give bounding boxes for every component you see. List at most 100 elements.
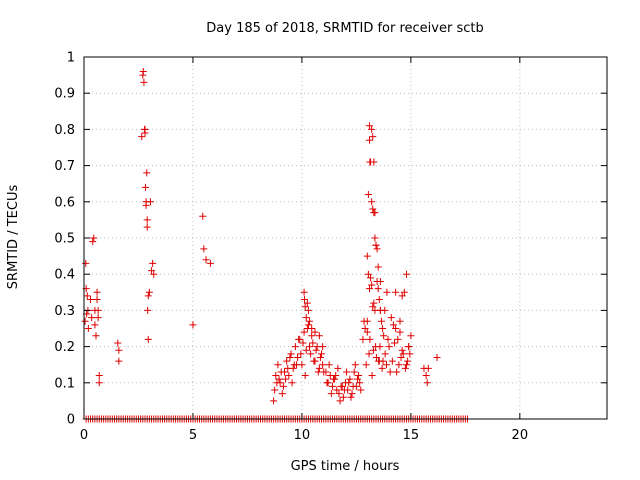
data-point — [275, 375, 283, 383]
data-point — [91, 321, 99, 329]
data-point — [206, 259, 214, 267]
data-point — [272, 372, 280, 380]
data-point — [365, 350, 373, 358]
data-point — [363, 317, 371, 325]
data-point — [334, 364, 342, 372]
data-point — [325, 361, 333, 369]
data-point — [297, 350, 305, 358]
data-point — [369, 133, 377, 141]
data-point — [375, 296, 383, 304]
data-point — [306, 343, 314, 351]
data-point — [371, 209, 379, 217]
data-point — [387, 314, 395, 322]
data-point — [401, 364, 409, 372]
data-point — [338, 382, 346, 390]
data-point — [339, 393, 347, 401]
data-point — [368, 125, 376, 133]
data-point — [93, 296, 101, 304]
data-point — [144, 306, 152, 314]
data-point — [143, 169, 151, 177]
data-point — [270, 397, 278, 405]
data-point — [368, 281, 376, 289]
axis-ticks: 00.10.20.30.40.50.60.70.80.910 5 10 15 20 — [54, 51, 607, 443]
data-point — [370, 299, 378, 307]
data-point — [394, 335, 402, 343]
data-point — [404, 357, 412, 365]
data-point — [403, 270, 411, 278]
data-point — [95, 379, 103, 387]
data-point — [304, 306, 312, 314]
data-point — [310, 357, 318, 365]
y-tick-label: 0.5 — [54, 232, 75, 247]
data-point — [139, 67, 147, 75]
data-point — [294, 353, 302, 361]
grid-lines — [84, 57, 607, 419]
data-point — [397, 353, 405, 361]
data-point — [316, 353, 324, 361]
data-point — [335, 390, 343, 398]
data-point — [375, 357, 383, 365]
data-point — [312, 346, 320, 354]
data-point — [94, 306, 102, 314]
data-point — [89, 238, 97, 246]
data-point — [93, 288, 101, 296]
data-point — [369, 205, 377, 213]
data-point — [369, 303, 377, 311]
data-point — [367, 274, 375, 282]
x-tick-label: 5 — [189, 428, 197, 443]
y-axis-label: SRMTID / TECUs — [6, 185, 21, 290]
data-point — [359, 335, 367, 343]
data-point — [302, 314, 310, 322]
data-point — [143, 216, 151, 224]
data-point — [381, 350, 389, 358]
data-point — [376, 277, 384, 285]
data-point — [379, 325, 387, 332]
data-point — [148, 267, 156, 275]
data-point — [283, 357, 291, 365]
data-point — [141, 125, 149, 133]
data-point — [348, 390, 356, 398]
data-point — [144, 335, 152, 343]
data-point — [396, 317, 404, 325]
y-tick-label: 0.9 — [54, 87, 75, 102]
data-point — [376, 343, 384, 351]
y-tick-label: 0.2 — [54, 340, 75, 355]
data-point — [284, 364, 292, 372]
data-point — [343, 368, 351, 376]
data-point — [291, 343, 299, 351]
data-point — [189, 321, 197, 329]
data-point — [422, 372, 430, 380]
data-point — [405, 343, 413, 351]
data-point — [389, 321, 397, 329]
data-point — [315, 364, 323, 372]
data-point — [282, 375, 290, 383]
data-point — [349, 382, 357, 390]
data-point — [370, 158, 378, 166]
data-point — [308, 325, 316, 332]
data-point — [271, 386, 279, 394]
data-point — [308, 332, 316, 340]
data-point — [311, 328, 319, 336]
data-point — [386, 368, 394, 376]
data-point — [81, 317, 89, 325]
data-point — [368, 198, 376, 206]
data-point — [307, 350, 315, 358]
data-point — [363, 252, 371, 260]
data-point — [403, 361, 411, 369]
data-point — [364, 191, 372, 199]
data-point — [393, 368, 401, 376]
data-point — [287, 350, 295, 358]
data-point — [83, 292, 91, 300]
data-point — [340, 386, 348, 394]
data-point — [318, 350, 326, 358]
data-point — [303, 299, 311, 307]
data-point — [142, 201, 150, 209]
data-point — [363, 328, 371, 336]
data-point — [368, 372, 376, 380]
data-point — [149, 259, 157, 267]
data-point — [373, 245, 381, 253]
data-point — [351, 361, 359, 369]
data-point — [382, 361, 390, 369]
data-point — [423, 379, 431, 387]
